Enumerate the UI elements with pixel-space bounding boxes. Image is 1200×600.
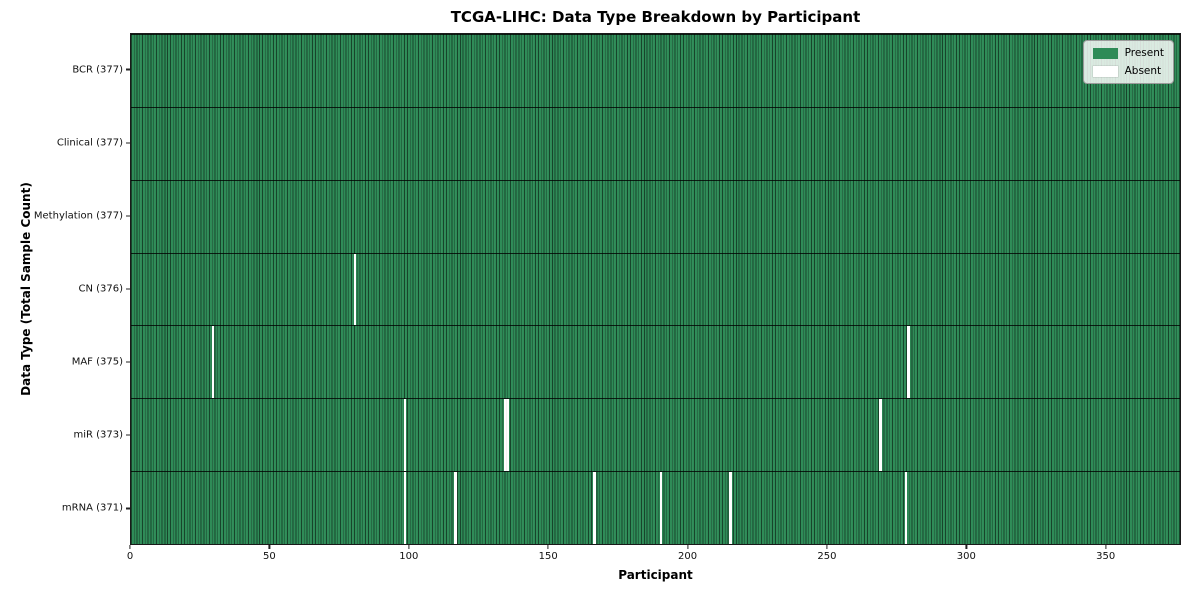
heatmap-row-Clinical (131, 106, 1180, 180)
absent-cell-CN-80 (353, 253, 357, 326)
y-tick-label-miR: miR (373) (73, 429, 123, 441)
y-tick-label-CN: CN (376) (78, 283, 123, 295)
legend-label-present: Present (1124, 47, 1164, 59)
x-tick-label-150: 150 (538, 551, 558, 562)
legend-item-present: Present (1092, 47, 1164, 59)
chart-title: TCGA-LIHC: Data Type Breakdown by Partic… (450, 8, 861, 26)
y-tick-Methylation: Methylation (377) (34, 210, 130, 221)
absent-cell-mRNA-166 (592, 472, 596, 544)
y-tick-label-Clinical: Clinical (377) (56, 137, 123, 149)
absent-cell-mRNA-98 (403, 472, 407, 544)
y-tick-MAF: MAF (375) (72, 357, 130, 368)
legend: Present Absent (1082, 40, 1174, 84)
x-tick-mark (129, 545, 131, 549)
y-tick-mark (126, 361, 130, 363)
plot-area: Present Absent (130, 33, 1181, 545)
absent-cell-MAF-29 (211, 326, 215, 399)
absent-cell-mRNA-215 (729, 472, 733, 544)
y-tick-miR: miR (373) (73, 430, 130, 441)
y-tick-label-Methylation: Methylation (377) (33, 210, 123, 222)
y-tick-BCR: BCR (377) (72, 64, 130, 75)
x-tick-mark (686, 545, 689, 549)
absent-cell-miR-135 (506, 399, 510, 472)
x-tick-label-0: 0 (126, 551, 134, 562)
absent-swatch-icon (1092, 65, 1118, 77)
x-axis-label: Participant (618, 568, 693, 582)
absent-cell-miR-98 (403, 399, 407, 472)
heatmap-row-mRNA (131, 471, 1180, 544)
y-tick-mark (126, 68, 130, 71)
y-tick-label-BCR: BCR (377) (72, 64, 123, 76)
x-tick-label-50: 50 (263, 551, 276, 562)
x-tick-label-250: 250 (817, 551, 837, 562)
x-tick-mark (547, 545, 549, 549)
y-axis: BCR (377) Clinical (377) Methylation (377)… (0, 33, 130, 545)
x-tick-mark (408, 545, 410, 549)
y-tick-Clinical: Clinical (377) (57, 137, 130, 148)
absent-cell-MAF-279 (907, 326, 911, 399)
y-tick-mark (126, 288, 130, 290)
y-tick-mark (126, 142, 130, 144)
x-tick-mark (1105, 545, 1107, 549)
x-tick-mark (826, 545, 828, 549)
absent-cell-mRNA-278 (904, 472, 908, 544)
x-tick-mark (268, 545, 270, 549)
heatmap-row-Methylation (131, 179, 1180, 253)
heatmap-row-MAF (131, 325, 1180, 399)
y-tick-mRNA: mRNA (371) (62, 503, 130, 514)
heatmap-row-miR (131, 398, 1180, 472)
x-tick-label-350: 350 (1096, 551, 1116, 562)
y-tick-CN: CN (376) (78, 284, 130, 295)
legend-item-absent: Absent (1092, 65, 1164, 77)
y-tick-label-MAF: MAF (375) (71, 356, 123, 368)
y-tick-mark (126, 507, 130, 510)
absent-cell-mRNA-116 (453, 472, 457, 544)
heatmap-row-CN (131, 252, 1180, 326)
y-tick-mark (126, 434, 130, 436)
legend-label-absent: Absent (1124, 65, 1162, 77)
y-tick-label-mRNA: mRNA (371) (61, 502, 123, 514)
present-swatch-icon (1092, 47, 1118, 59)
y-tick-mark (126, 215, 130, 217)
heatmap-row-BCR (131, 34, 1180, 107)
x-tick-mark (965, 545, 967, 549)
x-tick-label-200: 200 (678, 551, 698, 562)
x-tick-label-100: 100 (399, 551, 419, 562)
absent-cell-miR-269 (879, 399, 883, 472)
x-axis: 0 50 100 150 200 250 300 350 (126, 545, 1181, 567)
absent-cell-mRNA-190 (659, 472, 663, 544)
absent-cell-miR-134 (503, 399, 507, 472)
x-tick-label-300: 300 (956, 551, 976, 562)
